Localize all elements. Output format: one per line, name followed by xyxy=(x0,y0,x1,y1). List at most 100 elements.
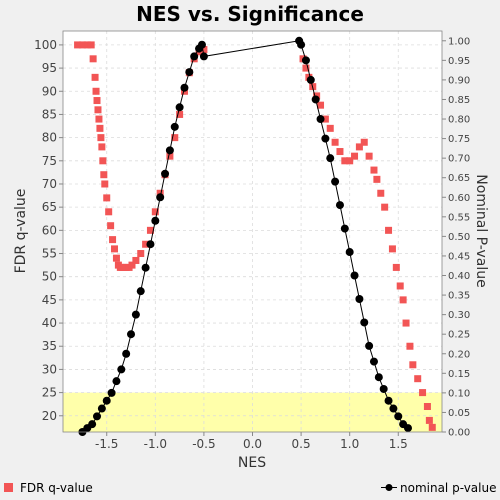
y2-tick-label: 1.00 xyxy=(448,36,470,47)
fdr-point xyxy=(156,189,164,197)
fdr-point xyxy=(377,189,385,197)
pvalue-point xyxy=(316,115,325,124)
pvalue-point xyxy=(185,68,194,77)
pvalue-point xyxy=(165,146,174,155)
fdr-point xyxy=(370,166,378,174)
pvalue-point xyxy=(321,134,330,143)
pvalue-point xyxy=(112,377,121,386)
fdr-point xyxy=(355,143,363,151)
y-tick-label: 60 xyxy=(42,223,57,237)
pvalue-point xyxy=(369,357,378,366)
fdr-point xyxy=(96,124,104,132)
pvalue-point xyxy=(197,40,206,49)
fdr-point xyxy=(142,240,150,248)
y2-tick-label: 0.80 xyxy=(448,115,470,126)
pvalue-point xyxy=(175,103,184,112)
pvalue-point xyxy=(141,263,150,272)
y-tick-label: 75 xyxy=(42,154,57,168)
chart-title: NES vs. Significance xyxy=(136,2,364,26)
y-tick-label: 55 xyxy=(42,247,57,261)
y2-tick-label: 0.15 xyxy=(448,369,470,380)
y2-tick-label: 0.20 xyxy=(448,349,470,360)
fdr-point xyxy=(321,115,329,123)
fdr-point xyxy=(425,416,433,424)
fdr-point xyxy=(423,403,431,411)
y-tick-label: 45 xyxy=(42,293,57,307)
pvalue-point xyxy=(146,240,155,249)
fdr-point xyxy=(402,319,410,327)
fdr-point xyxy=(317,101,325,109)
fdr-point xyxy=(396,282,404,290)
y2-tick-label: 0.05 xyxy=(448,408,470,419)
y-tick-label: 25 xyxy=(42,386,57,400)
legend-pvalue-label: nominal p-value xyxy=(400,481,496,495)
pvalue-point xyxy=(301,56,310,65)
fdr-point xyxy=(99,157,107,165)
pvalue-point xyxy=(180,83,189,92)
pvalue-point xyxy=(156,193,165,202)
fdr-point xyxy=(109,236,117,244)
fdr-point xyxy=(166,152,174,160)
fdr-point xyxy=(87,41,95,49)
pvalue-point xyxy=(93,412,102,421)
y-tick-label: 30 xyxy=(42,362,57,376)
legend-pvalue-marker xyxy=(385,484,393,491)
fdr-point xyxy=(94,106,102,114)
fdr-point xyxy=(103,194,111,202)
y2-tick-label: 0.85 xyxy=(448,95,470,106)
fdr-point xyxy=(132,256,140,264)
pvalue-point xyxy=(389,404,398,413)
y-tick-label: 65 xyxy=(42,200,57,214)
y-tick-label: 85 xyxy=(42,107,57,121)
y-tick-label: 90 xyxy=(42,84,57,98)
fdr-point xyxy=(360,138,368,146)
fdr-point xyxy=(419,389,427,397)
legend-fdr-marker xyxy=(4,483,13,492)
fdr-point xyxy=(137,250,145,258)
pvalue-point xyxy=(365,341,374,350)
y-tick-label: 40 xyxy=(42,316,57,330)
y-tick-label: 80 xyxy=(42,131,57,145)
fdr-point xyxy=(105,208,113,216)
fdr-point xyxy=(409,361,417,369)
y2-tick-label: 0.55 xyxy=(448,212,470,223)
y2-tick-label: 0.35 xyxy=(448,291,470,302)
y2-tick-label: 0.50 xyxy=(448,232,470,243)
y2-tick-label: 0.45 xyxy=(448,251,470,262)
y2-tick-label: 0.60 xyxy=(448,193,470,204)
pvalue-point xyxy=(127,330,136,339)
grid-lines xyxy=(63,31,442,432)
fdr-point xyxy=(107,222,115,230)
pvalue-point xyxy=(403,424,412,433)
fdr-point xyxy=(91,73,99,81)
x-tick-label: 0.0 xyxy=(243,437,262,451)
fdr-point xyxy=(176,110,184,118)
y2-tick-label: 0.75 xyxy=(448,134,470,145)
fdr-point xyxy=(89,55,97,63)
x-axis-label: NES xyxy=(238,455,266,471)
fdr-point xyxy=(98,143,106,151)
fdr-point xyxy=(341,157,349,165)
pvalue-point xyxy=(360,318,369,327)
fdr-point xyxy=(373,175,381,183)
x-tick-label: -1.5 xyxy=(95,437,118,451)
pvalue-point xyxy=(170,122,179,131)
y2-tick-label: 0.90 xyxy=(448,75,470,86)
pvalue-point xyxy=(331,177,340,186)
fdr-point xyxy=(128,261,136,269)
fdr-point xyxy=(101,180,109,188)
fdr-point xyxy=(351,152,359,160)
y2-tick-label: 0.40 xyxy=(448,271,470,282)
fdr-point xyxy=(336,148,344,156)
y2-tick-label: 0.65 xyxy=(448,173,470,184)
y-tick-label: 95 xyxy=(42,61,57,75)
pvalue-point xyxy=(136,287,145,296)
data-series xyxy=(74,36,436,436)
fdr-point xyxy=(428,423,436,431)
fdr-point xyxy=(346,157,354,165)
fdr-point xyxy=(112,254,120,262)
y-tick-label: 35 xyxy=(42,339,57,353)
fdr-point xyxy=(392,263,400,271)
legend: FDR q-value nominal p-value xyxy=(4,481,496,495)
